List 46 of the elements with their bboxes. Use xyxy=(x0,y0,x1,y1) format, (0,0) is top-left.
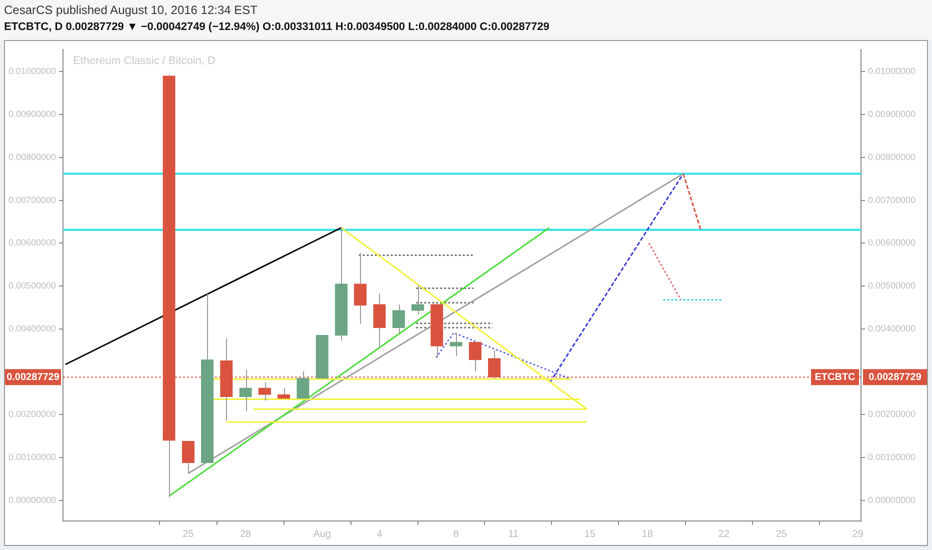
x-tick-label: Aug xyxy=(313,528,331,540)
y-tick-label: 0.00800000 xyxy=(8,152,56,162)
candlestick xyxy=(296,370,310,399)
y2-tick-label: 0.00500000 xyxy=(868,280,916,291)
y-tick-label: 0.00700000 xyxy=(8,194,56,205)
chart-title: CesarCS published August 10, 2016 12:34 EST xyxy=(4,2,258,19)
candlestick xyxy=(450,332,462,356)
candlestick xyxy=(334,227,348,342)
x-tick-label: 18 xyxy=(642,528,654,540)
y-tick-label: 0.00400000 xyxy=(8,323,56,334)
candlestick xyxy=(200,293,214,464)
x-tick-label: 22 xyxy=(718,528,730,540)
y2-tick-label: 0.00800000 xyxy=(868,152,916,162)
y2-tick-label: 0.00600000 xyxy=(868,238,916,248)
y2-tick-label: 0.01000000 xyxy=(868,66,916,76)
candlestick xyxy=(277,388,290,399)
y-tick-label: 0.00100000 xyxy=(8,452,56,462)
y2-tick-label: 0.00200000 xyxy=(868,409,916,420)
y-tick-label: 0.00900000 xyxy=(8,109,56,120)
x-tick-label: 29 xyxy=(852,528,864,540)
ref-line-label: ETCBTC xyxy=(814,372,856,383)
y-tick-label: 0.00200000 xyxy=(8,409,56,420)
x-tick-label: 28 xyxy=(240,528,252,540)
y2-tick-label: 0.00900000 xyxy=(868,109,916,120)
text: 0.00287729 xyxy=(868,372,922,383)
y2-tick-label: 0.00400000 xyxy=(868,323,916,334)
x-tick-label: 4 xyxy=(376,528,383,540)
candlestick xyxy=(354,252,367,324)
x-tick-label: 8 xyxy=(453,528,460,540)
y-tick-label: 0.00600000 xyxy=(8,238,56,248)
x-tick-label: 25 xyxy=(182,528,194,540)
y-tick-label: 0.00500000 xyxy=(8,280,56,291)
chart-subtitle: ETCBTC, D 0.00287729 ▼ −0.00042749 (−12.94%) O:0.00331011 H:0.00349500 L:0.00284000 C:0.00287729 xyxy=(4,20,550,35)
y2-tick-label: 0.00000000 xyxy=(868,494,916,505)
y2-tick-label: 0.00100000 xyxy=(868,452,916,462)
y-tick-label: 0.00000000 xyxy=(8,494,56,505)
candlestick xyxy=(411,284,424,315)
candlestick xyxy=(258,382,272,402)
y-tick-label: 0.01000000 xyxy=(8,66,56,76)
x-tick-label: 11 xyxy=(508,528,520,540)
x-tick-label: 25 xyxy=(776,528,788,540)
text: 0.00287729 xyxy=(6,372,60,383)
candlestick xyxy=(373,293,386,348)
x-tick-label: 15 xyxy=(584,528,596,540)
y2-tick-label: 0.00700000 xyxy=(868,194,916,205)
candlestick xyxy=(430,300,444,358)
